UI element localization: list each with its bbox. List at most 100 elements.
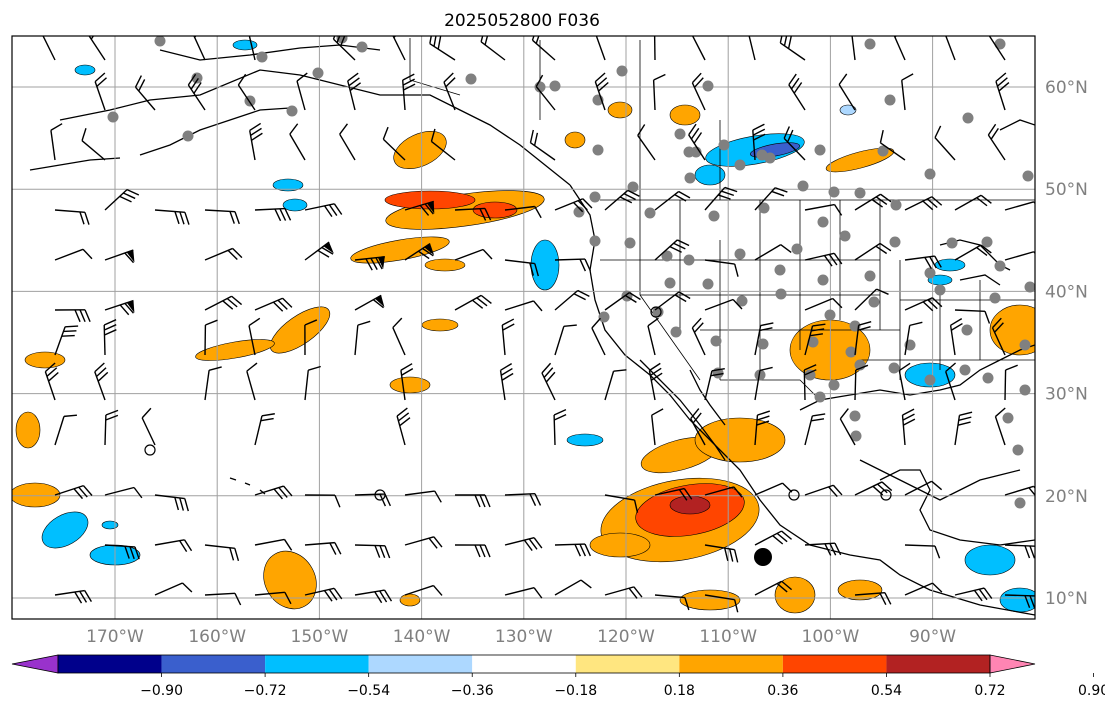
wind-barb xyxy=(246,362,258,401)
coastline xyxy=(569,184,1035,616)
station-marker xyxy=(1024,281,1035,293)
wind-barb xyxy=(54,589,92,604)
wind-barb xyxy=(1004,544,1035,559)
calm-wind-circle xyxy=(144,444,156,456)
wind-barb xyxy=(691,72,706,111)
station-marker xyxy=(718,139,730,151)
wind-barb xyxy=(304,203,343,217)
latitude-label: 50°N xyxy=(1045,180,1088,200)
station-marker xyxy=(598,311,610,323)
wind-barb xyxy=(804,484,843,498)
station-marker xyxy=(849,410,861,422)
wind-barb xyxy=(354,256,385,271)
shaded-region xyxy=(74,64,96,76)
wind-barb xyxy=(994,407,1006,446)
wind-barb xyxy=(254,591,292,605)
wind-barb xyxy=(104,409,119,446)
wind-barb xyxy=(404,490,442,503)
wind-barb xyxy=(41,36,56,61)
wind-barb xyxy=(154,209,190,225)
shaded-region xyxy=(424,258,466,272)
wind-barb xyxy=(854,481,893,496)
station-marker xyxy=(182,130,194,142)
wind-barb xyxy=(943,36,956,61)
wind-barb xyxy=(154,494,189,512)
shaded-region xyxy=(12,482,61,508)
shaded-region xyxy=(989,304,1035,356)
wind-barb xyxy=(354,320,371,356)
station-marker xyxy=(828,379,840,391)
wind-barb xyxy=(754,244,792,261)
wind-barb xyxy=(529,129,556,161)
wind-barb xyxy=(1004,251,1035,263)
shaded-region xyxy=(774,576,816,614)
shaded-region xyxy=(566,433,604,447)
station-marker xyxy=(890,199,902,211)
wind-barb xyxy=(854,364,869,401)
wind-barb xyxy=(945,362,957,401)
station-marker xyxy=(845,346,857,358)
wind-barb xyxy=(788,73,806,111)
wind-barb xyxy=(954,194,992,211)
wind-barb xyxy=(704,298,743,311)
wind-barb xyxy=(991,317,1006,356)
wind-barb xyxy=(554,289,590,311)
station-marker xyxy=(946,237,958,249)
longitude-label: 160°W xyxy=(188,627,246,647)
latitude-label: 20°N xyxy=(1045,487,1088,507)
wind-barb xyxy=(995,72,1010,111)
shaded-region xyxy=(393,130,447,170)
station-marker xyxy=(592,144,604,156)
wind-barb xyxy=(429,36,456,61)
longitude-label: 150°W xyxy=(291,627,349,647)
wind-barb xyxy=(404,200,435,216)
colorbar-tick-label: 0.72 xyxy=(974,683,1005,699)
wind-barb xyxy=(904,582,943,596)
station-marker xyxy=(644,207,656,219)
colorbar-segment xyxy=(58,655,162,673)
wind-barb xyxy=(654,239,690,261)
wind-barb xyxy=(354,589,393,604)
station-marker xyxy=(868,296,880,308)
wind-barb xyxy=(304,494,341,508)
wind-barb xyxy=(454,544,491,558)
wind-barb xyxy=(248,317,261,356)
station-marker xyxy=(107,111,119,123)
longitude-label: 170°W xyxy=(86,627,144,647)
shaded-region xyxy=(964,544,1016,576)
wind-barb xyxy=(392,317,406,356)
wind-barb xyxy=(904,480,943,496)
shaded-region xyxy=(350,236,450,264)
wind-barb xyxy=(604,369,627,401)
wind-barb xyxy=(1004,201,1035,213)
station-marker xyxy=(817,274,829,286)
wind-barb xyxy=(604,586,643,599)
wind-barb xyxy=(254,297,293,312)
wind-barb xyxy=(690,36,706,61)
station-marker xyxy=(356,41,368,53)
wind-barb xyxy=(898,362,911,401)
station-marker xyxy=(624,237,636,249)
wind-barb xyxy=(604,292,641,311)
wind-barb xyxy=(704,486,743,498)
station-marker xyxy=(962,112,974,124)
station-marker xyxy=(791,243,803,255)
colorbar-frame xyxy=(57,654,991,674)
wind-barb xyxy=(838,73,856,111)
station-marker xyxy=(589,191,601,203)
wind-barb xyxy=(988,36,1006,61)
wind-barb xyxy=(754,322,774,356)
wind-barb xyxy=(504,300,543,312)
wind-barb xyxy=(204,247,243,261)
station-marker xyxy=(961,324,973,336)
wind-barb xyxy=(254,207,292,222)
station-marker xyxy=(312,67,324,79)
longitude-labels: 170°W 160°W 150°W 140°W 130°W 120°W 110°W 100°W… xyxy=(86,627,956,647)
wind-barb xyxy=(249,122,263,161)
station-marker xyxy=(286,105,298,117)
station-marker xyxy=(981,236,993,248)
wind-barb xyxy=(54,325,79,356)
station-marker xyxy=(854,187,866,199)
colorbar-segment xyxy=(472,655,576,673)
